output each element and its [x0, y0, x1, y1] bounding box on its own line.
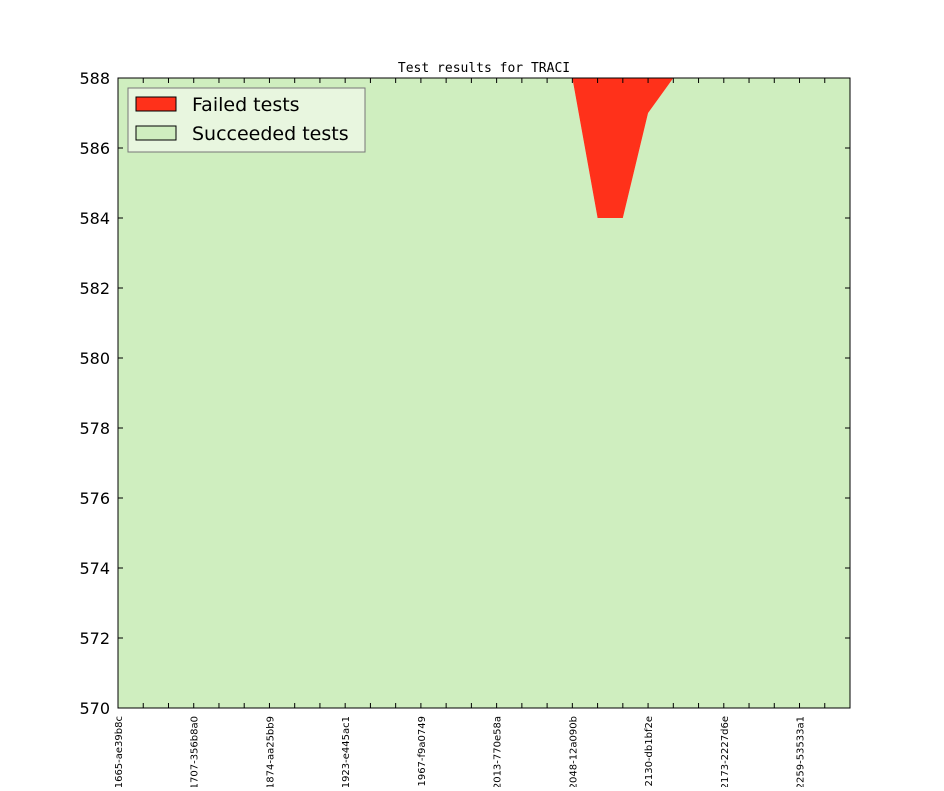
legend: Failed tests Succeeded tests [127, 87, 366, 153]
legend-label-succeeded: Succeeded tests [192, 123, 349, 145]
y-axis: 570 572 574 576 578 580 582 584 586 588 [79, 69, 850, 718]
legend-label-failed: Failed tests [192, 94, 300, 116]
area-succeeded-tests [118, 78, 850, 708]
x-axis: 1665-ae39b8c 1707-356b8a0 1874-aa25bb9 1923… [114, 78, 851, 790]
x-tick-label: 2013-770e58a [493, 716, 504, 787]
y-tick-label: 570 [79, 699, 110, 718]
y-tick-label: 588 [79, 69, 110, 88]
x-tick-label: 1665-ae39b8c [114, 716, 125, 787]
x-tick-label: -1967-f9a0749 [417, 716, 428, 787]
y-tick-label: 582 [79, 279, 110, 298]
y-tick-label: 584 [79, 209, 110, 228]
x-tick-label: 2259-53533a1 [796, 716, 807, 787]
y-tick-label: 572 [79, 629, 110, 648]
x-tick-label: 1874-aa25bb9 [265, 716, 276, 787]
chart-title: Test results for TRACI [398, 61, 570, 76]
y-tick-label: 574 [79, 559, 110, 578]
y-tick-label: 586 [79, 139, 110, 158]
y-tick-label: 580 [79, 349, 110, 368]
y-tick-label: 578 [79, 419, 110, 438]
legend-swatch-succeeded [135, 125, 177, 141]
x-tick-label: 1923-e445ac1 [341, 716, 352, 787]
x-tick-label: 2048-12a090b [568, 716, 579, 787]
x-tick-label: -2130-db1bf2e [644, 716, 655, 787]
x-tick-label: 2173-2227d6e [720, 716, 731, 787]
y-tick-label: 576 [79, 489, 110, 508]
x-tick-label: 1707-356b8a0 [190, 716, 201, 787]
legend-swatch-failed [135, 96, 177, 112]
plot-frame [117, 77, 851, 709]
plot-area [117, 77, 851, 709]
